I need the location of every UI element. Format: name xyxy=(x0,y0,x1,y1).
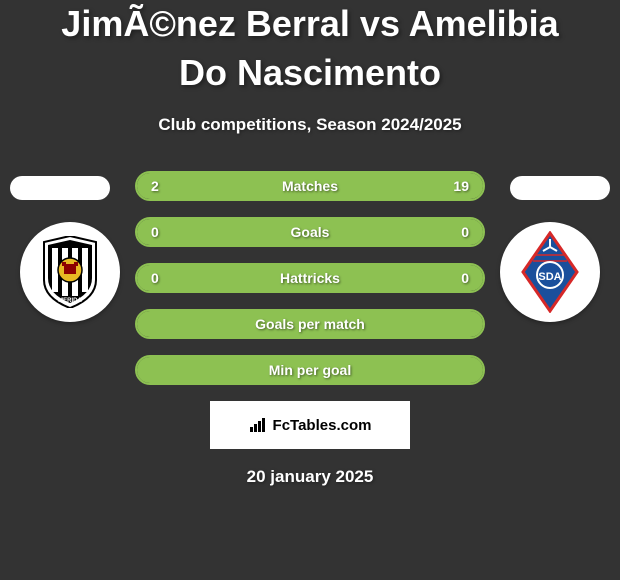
stat-value-right: 0 xyxy=(461,270,469,286)
stat-label: Min per goal xyxy=(269,362,351,378)
left-pill xyxy=(10,176,110,200)
stat-row: 2 19 Matches xyxy=(135,171,485,201)
stat-label: Goals xyxy=(291,224,330,240)
stat-value-right: 19 xyxy=(453,178,469,194)
subtitle: Club competitions, Season 2024/2025 xyxy=(0,115,620,135)
svg-text:MERIDA: MERIDA xyxy=(58,298,82,304)
brand-box: FcTables.com xyxy=(210,401,410,449)
stat-row: 0 0 Hattricks xyxy=(135,263,485,293)
stat-label: Hattricks xyxy=(280,270,340,286)
merida-shield-icon: MERIDA xyxy=(40,236,100,308)
stat-value-left: 0 xyxy=(151,224,159,240)
stat-label: Matches xyxy=(282,178,338,194)
stat-row: Min per goal xyxy=(135,355,485,385)
stats-bars: 2 19 Matches 0 0 Goals 0 0 Hattricks Goals per ma… xyxy=(135,171,485,385)
page-title: JimÃ©nez Berral vs Amelibia Do Nasciment… xyxy=(0,0,620,97)
svg-text:SDA: SDA xyxy=(538,271,561,283)
left-team-logo: MERIDA xyxy=(20,222,120,322)
chart-icon xyxy=(249,417,269,433)
date: 20 january 2025 xyxy=(0,467,620,487)
sda-diamond-icon: SDA xyxy=(519,231,581,313)
right-pill xyxy=(510,176,610,200)
stat-value-left: 0 xyxy=(151,270,159,286)
stat-value-right: 0 xyxy=(461,224,469,240)
stat-row: 0 0 Goals xyxy=(135,217,485,247)
stat-label: Goals per match xyxy=(255,316,365,332)
right-team-logo: SDA xyxy=(500,222,600,322)
stat-value-left: 2 xyxy=(151,178,159,194)
stat-row: Goals per match xyxy=(135,309,485,339)
brand-text: FcTables.com xyxy=(273,417,372,434)
